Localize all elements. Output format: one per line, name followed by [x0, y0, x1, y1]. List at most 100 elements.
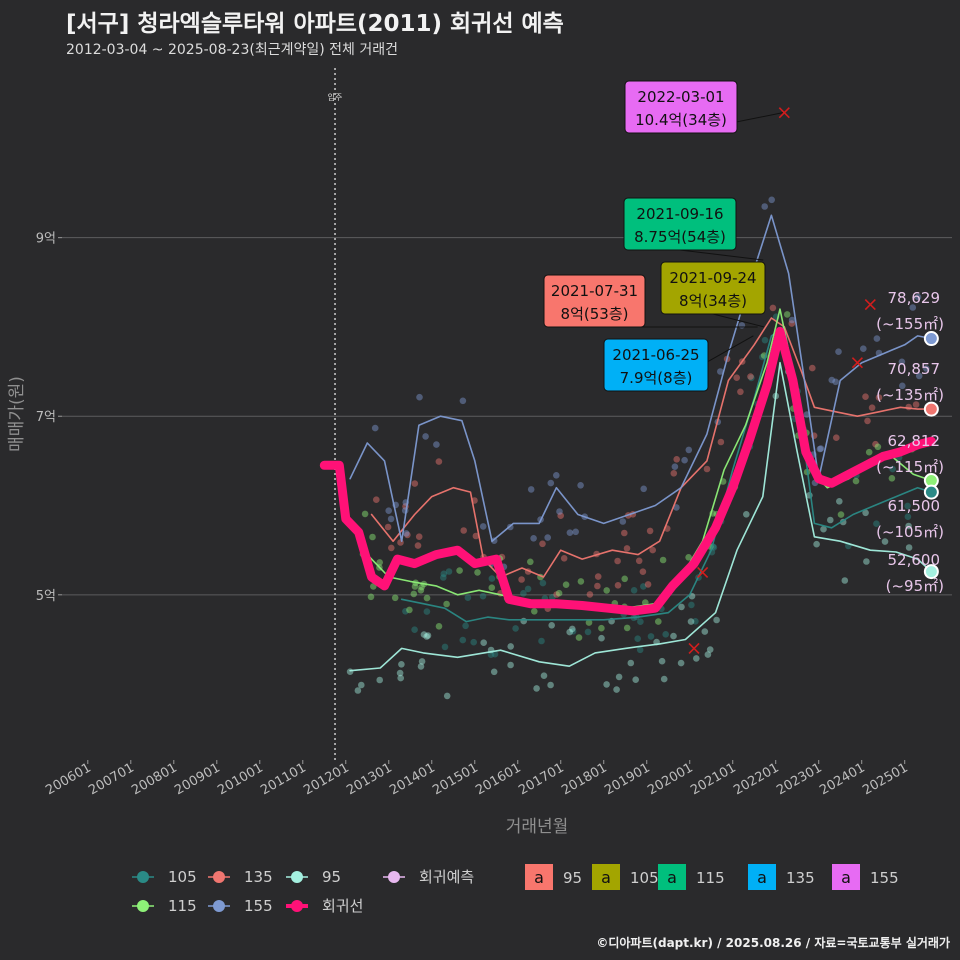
forecast-value-label: 70,857	[888, 360, 941, 378]
series-line-135	[370, 317, 933, 578]
scatter-point-135	[388, 544, 395, 552]
legend-label: 135	[244, 868, 273, 886]
scatter-point-135	[875, 394, 883, 401]
scatter-point-95	[358, 681, 365, 689]
callout-date: 2021-06-25	[612, 346, 699, 364]
scatter-point-115	[575, 634, 583, 641]
x-tick-label: 202401	[817, 760, 867, 798]
legend-box-label: 155	[870, 869, 899, 887]
legend-label: 95	[322, 868, 341, 886]
scatter-point-155	[433, 441, 440, 448]
x-tick-label: 201801	[559, 760, 609, 798]
scatter-point-105	[748, 374, 755, 382]
scatter-point-95	[566, 628, 573, 636]
scatter-point-135	[460, 527, 468, 534]
forecast-area-label: (~105㎡)	[876, 523, 944, 541]
forecast-value-label: 62,812	[888, 432, 941, 450]
scatter-point-135	[747, 373, 754, 380]
scatter-point-155	[835, 348, 842, 356]
scatter-point-95	[480, 639, 488, 646]
scatter-point-105	[636, 646, 644, 654]
move-in-label: 입주	[328, 93, 343, 102]
scatter-point-95	[420, 631, 428, 638]
scatter-point-105	[524, 585, 532, 593]
scatter-point-135	[411, 480, 419, 487]
scatter-point-115	[418, 583, 425, 591]
legend-box-label: 105	[630, 869, 659, 887]
scatter-point-105	[459, 636, 467, 644]
scatter-point-105	[662, 631, 669, 638]
x-tick-label: 200601	[43, 760, 93, 798]
scatter-point-95	[862, 509, 869, 517]
scatter-point-105	[462, 622, 469, 630]
scatter-point-95	[841, 577, 849, 584]
callout-date: 2022-03-01	[637, 88, 724, 106]
scatter-point-115	[406, 606, 413, 614]
scatter-point-135	[649, 546, 656, 554]
scatter-point-155	[371, 424, 379, 432]
scatter-point-105	[761, 336, 769, 344]
scatter-point-155	[547, 479, 555, 487]
scatter-point-135	[586, 591, 594, 598]
scatter-point-155	[873, 335, 881, 342]
scatter-point-95	[693, 655, 700, 662]
regression-line	[319, 326, 936, 616]
legend-point-swatch	[291, 900, 303, 912]
scatter-point-155	[717, 368, 724, 375]
scatter-point-105	[440, 574, 447, 581]
flag-x-marker	[851, 357, 863, 369]
scatter-point-135	[912, 401, 920, 408]
legend-label: 155	[244, 897, 273, 915]
scatter-point-135	[414, 542, 422, 549]
legend-box-label: 95	[563, 869, 582, 887]
scatter-point-135	[673, 456, 680, 463]
callout-price: 8.75억(54층)	[634, 228, 726, 246]
scatter-point-155	[909, 304, 917, 311]
scatter-point-115	[852, 477, 860, 485]
legend-point-swatch	[291, 871, 303, 883]
scatter-point-105	[873, 520, 880, 527]
scatter-point-135	[737, 388, 744, 396]
series-line-95	[349, 361, 933, 672]
scatter-point-135	[435, 458, 443, 465]
y-tick-label: 7억	[36, 410, 56, 425]
scatter-point-105	[904, 513, 912, 520]
scatter-point-115	[598, 624, 605, 632]
legend-point-swatch	[137, 871, 149, 883]
scatter-point-115	[361, 510, 369, 518]
scatter-point-105	[445, 568, 453, 575]
callout-box	[603, 338, 709, 392]
scatter-point-155	[479, 523, 487, 530]
scatter-point-135	[614, 557, 621, 565]
scatter-point-105	[688, 601, 695, 609]
scatter-point-155	[530, 535, 537, 542]
scatter-point-135	[415, 533, 423, 540]
scatter-point-115	[783, 311, 791, 318]
scatter-point-105	[464, 594, 472, 601]
scatter-point-155	[577, 482, 584, 489]
scatter-point-155	[459, 397, 467, 405]
scatter-point-135	[905, 403, 912, 411]
scatter-point-115	[391, 594, 399, 602]
source-caption: ©디아파트(dapt.kr) / 2025.08.26 / 자료=국토교통부 실…	[596, 936, 950, 950]
scatter-point-155	[566, 529, 574, 536]
scatter-point-155	[761, 203, 768, 210]
legend-box-swatch	[525, 864, 553, 890]
scatter-point-155	[923, 365, 930, 372]
scatter-point-95	[813, 540, 820, 548]
x-tick-label: 201101	[258, 760, 308, 798]
forecast-area-label: (~135㎡)	[876, 386, 944, 404]
y-tick-label: 9억	[36, 232, 56, 247]
scatter-point-95	[827, 516, 834, 524]
scatter-point-105	[512, 625, 519, 632]
legend-point-swatch	[213, 900, 225, 912]
legend-box-label: 135	[786, 869, 815, 887]
scatter-point-155	[828, 376, 836, 384]
scatter-point-135	[864, 417, 871, 425]
scatter-point-135	[733, 374, 740, 382]
y-axis-title: 매매가(원)	[7, 376, 27, 452]
scatter-point-135	[373, 496, 380, 504]
x-tick-label: 201701	[516, 760, 566, 798]
scatter-point-95	[417, 663, 425, 670]
